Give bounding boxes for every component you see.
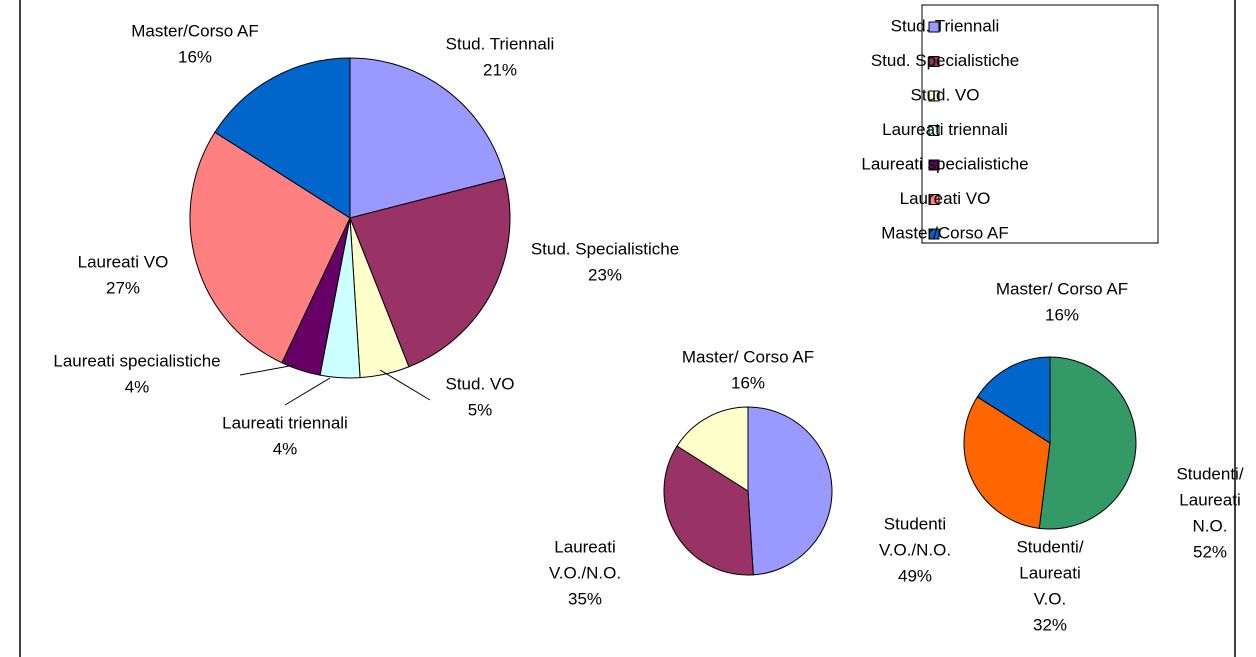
legend-swatch [928, 21, 940, 33]
slice-label: V.O. [1034, 589, 1066, 608]
legend-swatch [928, 159, 940, 171]
leader-line [239, 364, 296, 376]
slice-percent: 23% [588, 265, 622, 284]
slice-percent: 27% [106, 278, 140, 297]
pie-slice [189, 131, 351, 364]
slice-percent: 32% [1033, 615, 1067, 634]
slice-label: Studenti/ [1016, 537, 1083, 556]
slice-percent: 4% [125, 377, 150, 396]
pie-slice [349, 177, 511, 368]
slice-label: Laureati [1179, 490, 1240, 509]
slice-label: V.O./N.O. [549, 563, 621, 582]
slice-label: V.O./N.O. [879, 540, 951, 559]
slice-percent: 35% [568, 589, 602, 608]
pie-slice [747, 406, 833, 576]
legend-label: Laureati triennali [882, 120, 1008, 139]
slice-label: Master/ Corso AF [996, 279, 1128, 298]
legend-box [921, 4, 1159, 244]
legend-label: Stud. VO [911, 85, 980, 104]
slice-percent: 5% [468, 400, 493, 419]
pie-slice [663, 445, 754, 576]
pie-slice [349, 57, 506, 219]
label-group: Studenti V.O./N.O. 49% [879, 514, 951, 585]
pie-slice [214, 57, 351, 219]
legend-swatch [928, 125, 940, 136]
slice-percent: 49% [898, 566, 932, 585]
slice-label: Laureati [554, 537, 615, 556]
slice-label: Laureati VO [78, 252, 169, 271]
leader-line [379, 369, 431, 401]
legend-swatch [928, 90, 940, 102]
slice-label: Stud. VO [446, 374, 515, 393]
slice-percent: 52% [1193, 542, 1227, 561]
slice-percent: 16% [731, 373, 765, 392]
slice-label: Master/Corso AF [131, 21, 259, 40]
legend-label: Stud. Specialistiche [871, 51, 1019, 70]
slice-label: Studenti [884, 514, 946, 533]
slice-label: Laureati [1019, 563, 1080, 582]
legend-label: Laureati specialistiche [861, 154, 1028, 173]
pie-slice [1038, 356, 1137, 530]
slice-percent: 16% [1045, 305, 1079, 324]
slice-label: Stud. Triennali [446, 34, 555, 53]
slice-percent: 16% [178, 47, 212, 66]
slice-label: N.O. [1193, 516, 1228, 535]
slice-percent: 21% [483, 60, 517, 79]
pie-slice [976, 356, 1051, 444]
legend-label: Laureati VO [900, 189, 991, 208]
legend-label: Master/Corso AF [881, 223, 1009, 242]
legend-swatch [928, 228, 940, 240]
slice-label: Laureati triennali [222, 413, 348, 432]
legend-swatch [928, 56, 940, 67]
slice-label: Master/ Corso AF [682, 347, 814, 366]
leader-line [284, 377, 331, 406]
legend-swatch [928, 194, 940, 205]
slice-label: Studenti/ [1176, 464, 1243, 483]
slice-percent: 4% [273, 439, 298, 458]
label-group: Laureati V.O./N.O. 35% [549, 537, 621, 608]
slice-label: Laureati specialistiche [53, 351, 220, 370]
legend-label: Stud. Triennali [891, 16, 1000, 35]
label-group: Master/ Corso AF 16% [682, 347, 814, 392]
chart-frame [19, 0, 1236, 657]
slice-label: Stud. Specialistiche [531, 239, 679, 258]
pie-slice [676, 406, 749, 492]
